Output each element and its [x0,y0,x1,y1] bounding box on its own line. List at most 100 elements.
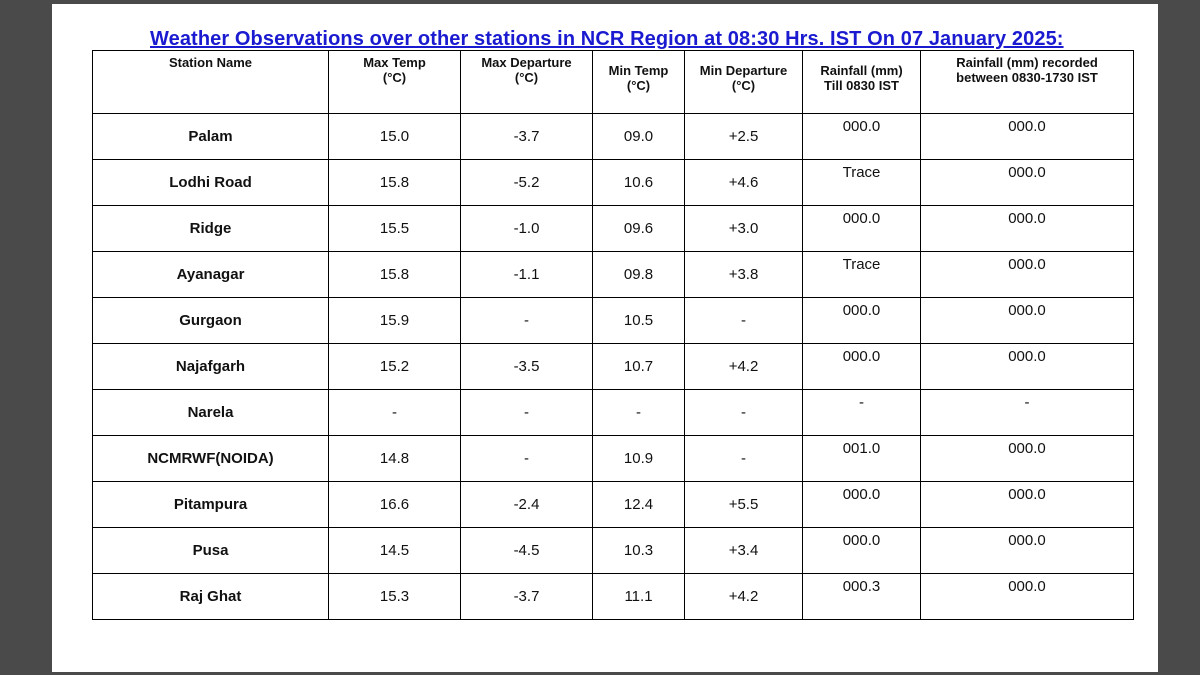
cell-max-temp: 16.6 [328,481,461,528]
cell-max-temp: 15.8 [328,251,461,298]
cell-station-name: Narela [92,389,329,436]
cell-station-name: Gurgaon [92,297,329,344]
cell-station-name: Ridge [92,205,329,252]
cell-station-name: Pusa [92,527,329,574]
cell-station-name: Lodhi Road [92,159,329,206]
cell-max-departure: - [460,297,593,344]
table-row: Palam 15.0 -3.7 09.0 +2.5 000.0 000.0 [92,113,1134,160]
cell-max-departure: -5.2 [460,159,593,206]
cell-min-temp: 12.4 [592,481,685,528]
table-row: Ridge 15.5 -1.0 09.6 +3.0 000.0 000.0 [92,205,1134,252]
cell-rainfall-between: 000.0 [920,251,1134,298]
cell-max-departure: -2.4 [460,481,593,528]
cell-max-departure: -3.7 [460,573,593,620]
cell-rainfall-till: 000.0 [802,343,921,390]
cell-max-departure: - [460,435,593,482]
cell-max-departure: -1.0 [460,205,593,252]
cell-min-temp: 10.7 [592,343,685,390]
cell-min-departure: - [684,297,803,344]
table-row: Lodhi Road 15.8 -5.2 10.6 +4.6 Trace 000.0 [92,159,1134,206]
cell-station-name: Palam [92,113,329,160]
cell-max-temp: 15.0 [328,113,461,160]
cell-max-departure: -3.5 [460,343,593,390]
cell-min-departure: +4.2 [684,573,803,620]
table-row: NCMRWF(NOIDA) 14.8-10.9-001.0 000.0 [92,435,1134,482]
cell-min-temp: 11.1 [592,573,685,620]
table-row: Gurgaon 15.9-10.5-000.0 000.0 [92,297,1134,344]
cell-max-temp: 15.3 [328,573,461,620]
cell-min-departure: +2.5 [684,113,803,160]
cell-rainfall-between: 000.0 [920,113,1134,160]
cell-rainfall-between: 000.0 [920,573,1134,620]
header-min-temp: Min Temp (°C) [592,50,685,114]
cell-min-temp: 10.9 [592,435,685,482]
cell-min-departure: - [684,435,803,482]
table-row: Ayanagar 15.8 -1.1 09.8 +3.8 Trace 000.0 [92,251,1134,298]
header-max-departure: Max Departure (°C) [460,50,593,114]
cell-rainfall-between: 000.0 [920,527,1134,574]
cell-station-name: Najafgarh [92,343,329,390]
header-max-temp: Max Temp (°C) [328,50,461,114]
cell-min-temp: 10.3 [592,527,685,574]
table-body: Palam 15.0 -3.7 09.0 +2.5 000.0 000.0 Lodhi Roa… [92,113,1134,620]
page-title: Weather Observations over other stations… [150,28,1064,50]
cell-max-temp: 15.5 [328,205,461,252]
table-header-row: Station Name Max Temp (°C) Max Departure… [92,50,1134,114]
cell-rainfall-till: 000.3 [802,573,921,620]
cell-min-departure: +3.4 [684,527,803,574]
cell-min-temp: - [592,389,685,436]
cell-rainfall-till: 000.0 [802,297,921,344]
cell-rainfall-between: - [920,389,1134,436]
header-rainfall-till: Rainfall (mm) Till 0830 IST [802,50,921,114]
cell-rainfall-between: 000.0 [920,205,1134,252]
cell-min-departure: +4.6 [684,159,803,206]
cell-station-name: NCMRWF(NOIDA) [92,435,329,482]
cell-max-departure: -1.1 [460,251,593,298]
cell-max-temp: - [328,389,461,436]
cell-min-departure: +4.2 [684,343,803,390]
weather-observations-table: Station Name Max Temp (°C) Max Departure… [92,50,1134,620]
cell-min-departure: +5.5 [684,481,803,528]
cell-min-temp: 10.6 [592,159,685,206]
cell-max-temp: 15.8 [328,159,461,206]
cell-station-name: Ayanagar [92,251,329,298]
cell-station-name: Pitampura [92,481,329,528]
cell-rainfall-till: 000.0 [802,113,921,160]
cell-max-departure: -4.5 [460,527,593,574]
cell-min-temp: 10.5 [592,297,685,344]
cell-rainfall-till: 001.0 [802,435,921,482]
table-row: Pitampura 16.6 -2.4 12.4 +5.5 000.0 000.0 [92,481,1134,528]
cell-min-departure: - [684,389,803,436]
table-row: Raj Ghat 15.3 -3.7 11.1 +4.2 000.3 000.0 [92,573,1134,620]
header-station-name: Station Name [92,50,329,114]
cell-rainfall-till: Trace [802,251,921,298]
header-rainfall-between: Rainfall (mm) recorded between 0830-1730… [920,50,1134,114]
cell-min-departure: +3.8 [684,251,803,298]
cell-rainfall-between: 000.0 [920,297,1134,344]
cell-rainfall-till: - [802,389,921,436]
cell-min-temp: 09.6 [592,205,685,252]
cell-rainfall-between: 000.0 [920,343,1134,390]
cell-min-temp: 09.8 [592,251,685,298]
cell-max-temp: 15.2 [328,343,461,390]
cell-rainfall-till: 000.0 [802,527,921,574]
header-min-departure: Min Departure (°C) [684,50,803,114]
cell-rainfall-till: Trace [802,159,921,206]
cell-rainfall-between: 000.0 [920,435,1134,482]
cell-station-name: Raj Ghat [92,573,329,620]
cell-max-temp: 14.5 [328,527,461,574]
cell-max-temp: 15.9 [328,297,461,344]
document-page: Weather Observations over other stations… [52,4,1158,672]
cell-max-temp: 14.8 [328,435,461,482]
cell-min-temp: 09.0 [592,113,685,160]
cell-max-departure: -3.7 [460,113,593,160]
cell-min-departure: +3.0 [684,205,803,252]
table-row: Najafgarh 15.2 -3.5 10.7 +4.2 000.0 000.0 [92,343,1134,390]
cell-rainfall-between: 000.0 [920,481,1134,528]
cell-rainfall-till: 000.0 [802,481,921,528]
table-row: Pusa 14.5 -4.5 10.3 +3.4 000.0 000.0 [92,527,1134,574]
cell-rainfall-between: 000.0 [920,159,1134,206]
cell-rainfall-till: 000.0 [802,205,921,252]
table-row: Narela - - - - - - [92,389,1134,436]
cell-max-departure: - [460,389,593,436]
